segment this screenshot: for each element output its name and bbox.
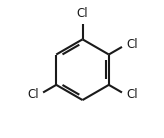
Text: Cl: Cl xyxy=(126,88,138,101)
Text: Cl: Cl xyxy=(28,88,39,101)
Text: Cl: Cl xyxy=(126,38,138,51)
Text: Cl: Cl xyxy=(77,7,88,20)
